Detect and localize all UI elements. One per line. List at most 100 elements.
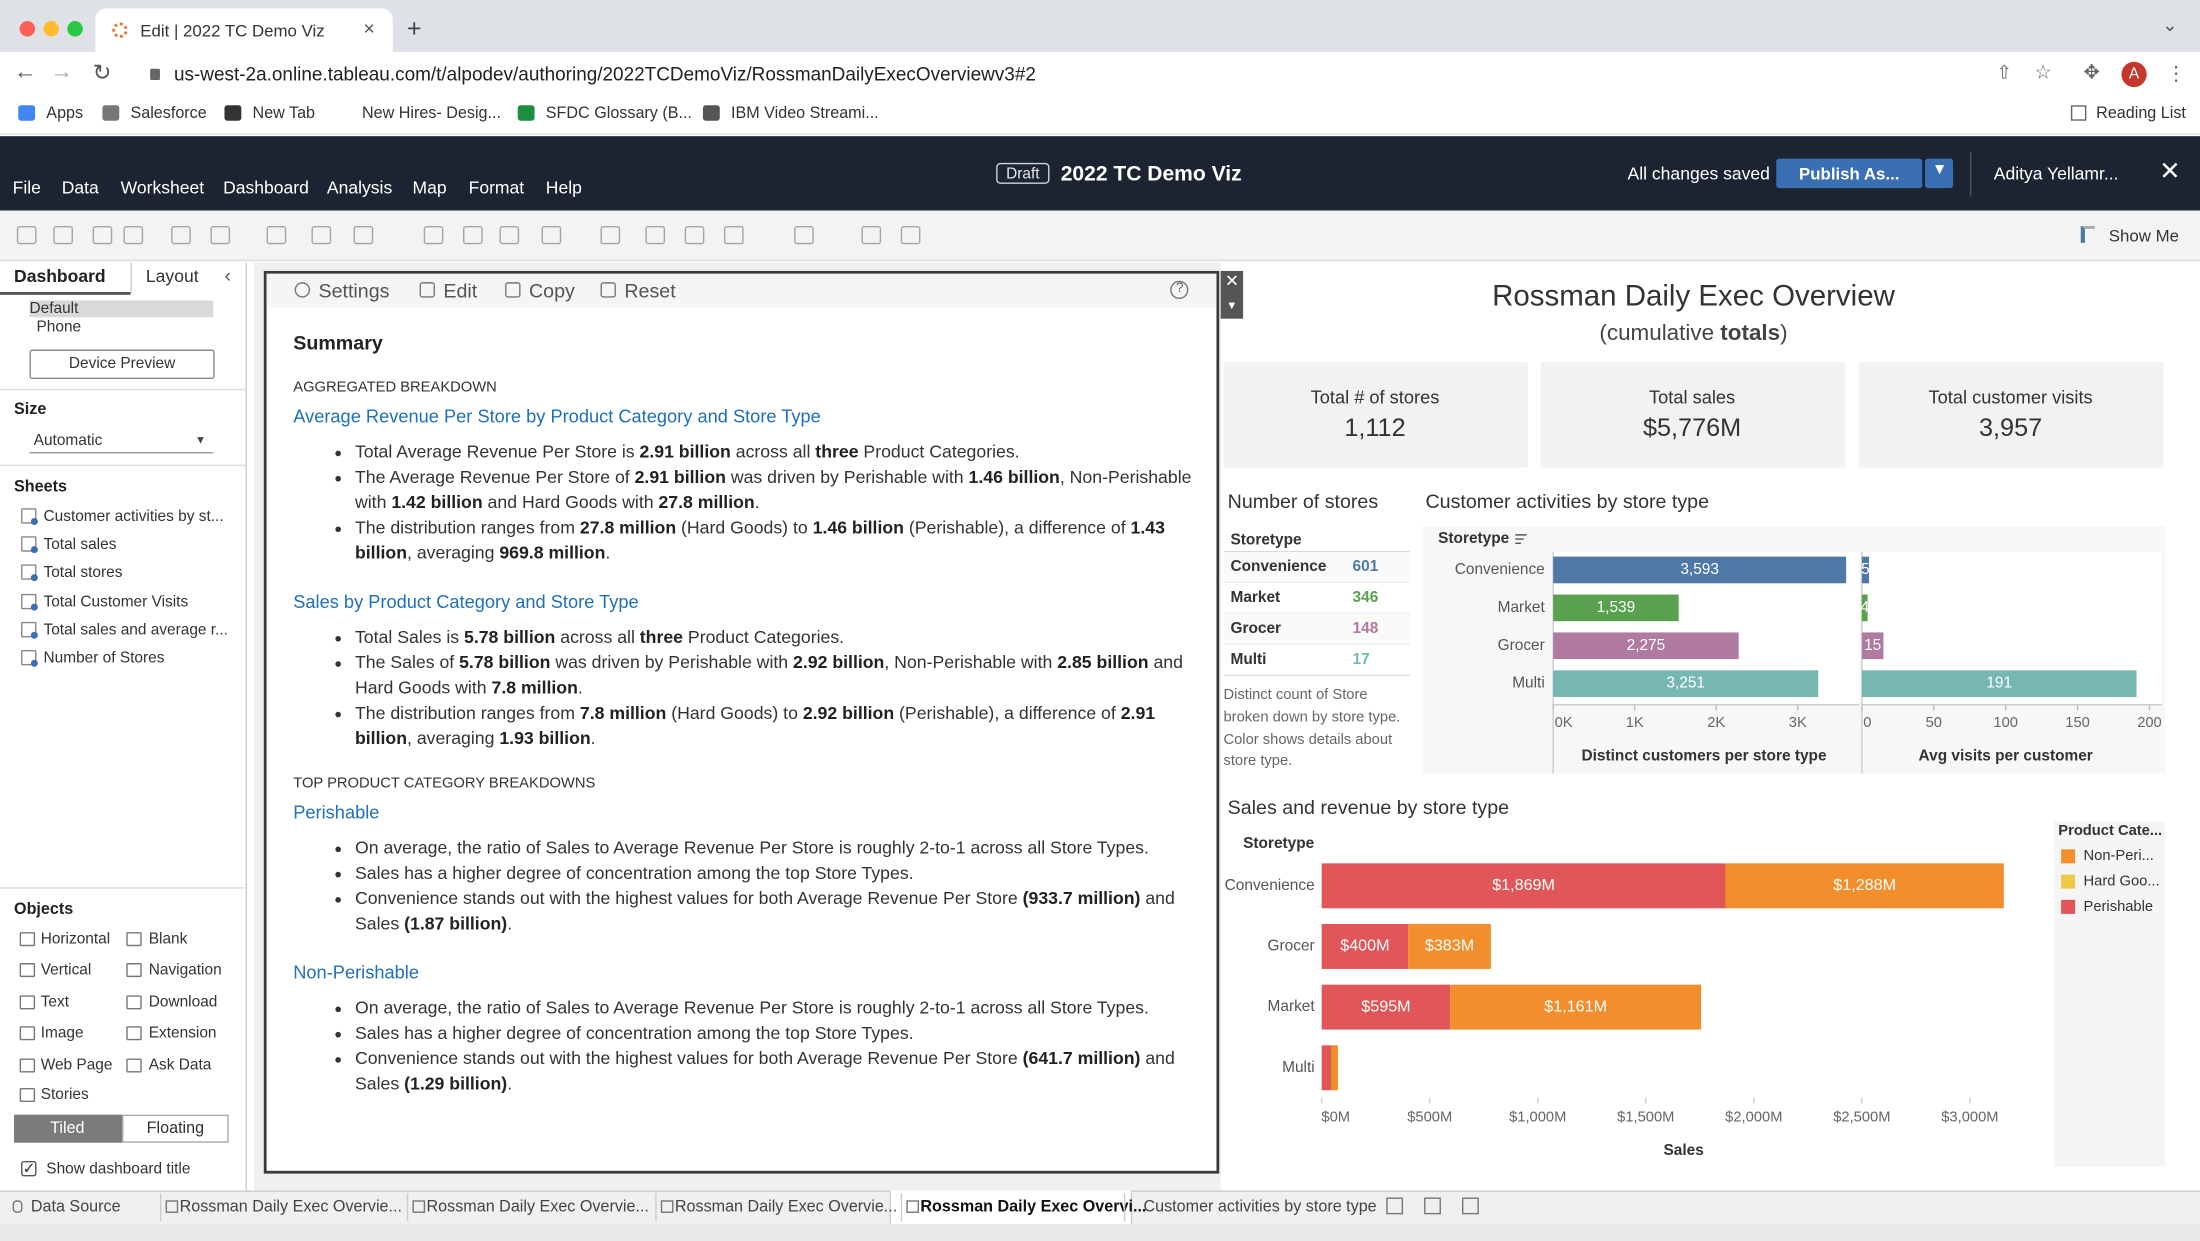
help-icon[interactable] bbox=[1170, 280, 1189, 300]
menu-item[interactable]: Analysis bbox=[326, 178, 393, 198]
extensions-icon[interactable]: ✥ bbox=[2083, 60, 2101, 83]
object-item[interactable]: Blank bbox=[148, 930, 188, 948]
show-title-label[interactable]: Show dashboard title bbox=[46, 1160, 191, 1178]
collapse-sidebar[interactable]: ‹ bbox=[224, 263, 232, 287]
bookmark[interactable]: Salesforce bbox=[130, 105, 207, 123]
bookmark[interactable]: IBM Video Streami... bbox=[730, 105, 879, 123]
show-me-icon[interactable] bbox=[2080, 226, 2095, 243]
url[interactable]: us-west-2a.online.tableau.com/t/alpodev/… bbox=[173, 63, 1036, 85]
minimize-dot[interactable] bbox=[43, 21, 59, 37]
object-item[interactable]: Extension bbox=[148, 1024, 217, 1042]
size-arrow[interactable]: ▼ bbox=[195, 433, 207, 447]
toolbar-icon[interactable] bbox=[499, 226, 520, 245]
device-option[interactable]: Default bbox=[29, 300, 79, 318]
menu-item[interactable]: Data bbox=[61, 178, 99, 198]
sheet-item[interactable]: Total sales and average r... bbox=[43, 621, 228, 639]
object-item[interactable]: Image bbox=[40, 1024, 84, 1042]
object-item[interactable]: Web Page bbox=[40, 1057, 113, 1074]
avatar-letter[interactable]: A bbox=[2128, 65, 2140, 83]
bookmark[interactable]: New Hires- Desig... bbox=[361, 105, 501, 123]
sidebar-tab[interactable]: Dashboard bbox=[14, 266, 106, 287]
toolbar-icon[interactable] bbox=[723, 226, 744, 245]
sheet-tab[interactable]: Rossman Daily Exec Overvie... bbox=[674, 1198, 898, 1216]
reload-button[interactable]: ↻ bbox=[92, 61, 112, 86]
sheet-tab[interactable]: Rossman Daily Exec Overvie... bbox=[426, 1198, 649, 1216]
bookmark[interactable]: SFDC Glossary (B... bbox=[545, 105, 692, 123]
more-icon[interactable]: ▼ bbox=[1226, 299, 1238, 312]
toolbar-icon[interactable] bbox=[92, 226, 113, 245]
summary-action[interactable]: Reset bbox=[624, 279, 676, 302]
device-option[interactable]: Phone bbox=[36, 318, 82, 336]
sheet-tab[interactable]: Rossman Daily Exec Overvie... bbox=[179, 1198, 402, 1216]
sheet-tab[interactable]: Rossman Daily Exec Overvi... bbox=[920, 1198, 1147, 1216]
menu-item[interactable]: Format bbox=[468, 178, 525, 198]
object-item[interactable]: Horizontal bbox=[40, 930, 111, 948]
object-item[interactable]: Download bbox=[148, 993, 218, 1011]
avatar[interactable] bbox=[2121, 61, 2147, 88]
close-editor[interactable]: ✕ bbox=[2159, 157, 2181, 186]
browser-menu[interactable]: ⋮ bbox=[2166, 61, 2186, 85]
device-preview-button[interactable] bbox=[29, 349, 215, 380]
toolbar-icon[interactable] bbox=[600, 226, 621, 245]
new-tab[interactable]: + bbox=[406, 14, 422, 43]
forward-button[interactable]: → bbox=[50, 60, 73, 85]
summary-action[interactable]: Settings bbox=[318, 279, 390, 302]
toolbar-icon[interactable] bbox=[861, 226, 882, 245]
menu-item[interactable]: File bbox=[12, 178, 41, 198]
toolbar-icon[interactable] bbox=[463, 226, 483, 245]
bookmark-star[interactable]: ☆ bbox=[2034, 60, 2053, 83]
new-sheet-icon[interactable] bbox=[1424, 1197, 1441, 1215]
new-sheet-icon[interactable] bbox=[1386, 1197, 1404, 1215]
tiled-button[interactable] bbox=[14, 1114, 123, 1143]
sheet-item[interactable]: Total stores bbox=[43, 564, 123, 582]
checkbox[interactable] bbox=[21, 1160, 37, 1177]
size-value[interactable]: Automatic bbox=[33, 432, 103, 450]
tab-menu[interactable]: ⌄ bbox=[2162, 14, 2178, 36]
bookmark[interactable]: New Tab bbox=[252, 105, 316, 123]
toolbar-icon[interactable] bbox=[794, 226, 814, 245]
sheet-item[interactable]: Total Customer Visits bbox=[43, 593, 189, 611]
bookmark[interactable]: Apps bbox=[46, 105, 84, 123]
toolbar-icon[interactable] bbox=[171, 226, 191, 245]
object-item[interactable]: Ask Data bbox=[148, 1057, 212, 1074]
back-button[interactable]: ← bbox=[14, 60, 37, 85]
object-item[interactable]: Vertical bbox=[40, 961, 92, 979]
active-tab[interactable] bbox=[95, 8, 393, 52]
reading-list[interactable]: Reading List bbox=[2096, 105, 2186, 123]
tab-close[interactable]: × bbox=[363, 16, 375, 40]
sheet-tab[interactable]: Data Source bbox=[30, 1198, 121, 1216]
sheet-item[interactable]: Number of Stores bbox=[43, 649, 165, 667]
floating-button[interactable] bbox=[122, 1114, 229, 1143]
sheet-item[interactable]: Customer activities by st... bbox=[43, 508, 224, 526]
toolbar-icon[interactable] bbox=[210, 226, 231, 245]
object-item[interactable]: Navigation bbox=[148, 961, 222, 979]
toolbar-icon[interactable] bbox=[16, 226, 37, 245]
toolbar-icon[interactable] bbox=[123, 226, 144, 245]
menu-item[interactable]: Dashboard bbox=[223, 178, 309, 198]
close-dot[interactable] bbox=[19, 21, 36, 37]
toolbar-icon[interactable] bbox=[311, 226, 332, 245]
new-sheet-icon[interactable] bbox=[1461, 1197, 1479, 1215]
sheet-item[interactable]: Total sales bbox=[43, 536, 117, 554]
toolbar-icon[interactable] bbox=[353, 226, 374, 245]
user-name[interactable]: Aditya Yellamr... bbox=[1993, 164, 2119, 184]
toolbar-icon[interactable] bbox=[53, 226, 73, 245]
sidebar-tab[interactable]: Layout bbox=[145, 266, 199, 287]
panel-controls[interactable] bbox=[1220, 270, 1244, 319]
object-item[interactable]: Text bbox=[40, 993, 70, 1011]
summary-action[interactable]: Edit bbox=[443, 279, 478, 302]
publish-button[interactable] bbox=[1776, 158, 1923, 189]
toolbar-icon[interactable] bbox=[645, 226, 666, 245]
publish-dropdown[interactable] bbox=[1924, 158, 1954, 189]
zoom-dot[interactable] bbox=[67, 21, 83, 37]
sheet-tab[interactable]: Customer activities by store type bbox=[1143, 1198, 1377, 1216]
toolbar-icon[interactable] bbox=[423, 226, 444, 245]
summary-action[interactable]: Copy bbox=[528, 279, 575, 302]
object-item[interactable]: Stories bbox=[40, 1086, 89, 1104]
toolbar-icon[interactable] bbox=[684, 226, 705, 245]
show-me[interactable]: Show Me bbox=[2108, 226, 2179, 246]
remove-icon[interactable]: ✕ bbox=[1224, 270, 1239, 291]
toolbar-icon[interactable] bbox=[900, 226, 921, 245]
toolbar-icon[interactable] bbox=[266, 226, 287, 245]
share-icon[interactable]: ⇧ bbox=[1996, 61, 2012, 83]
